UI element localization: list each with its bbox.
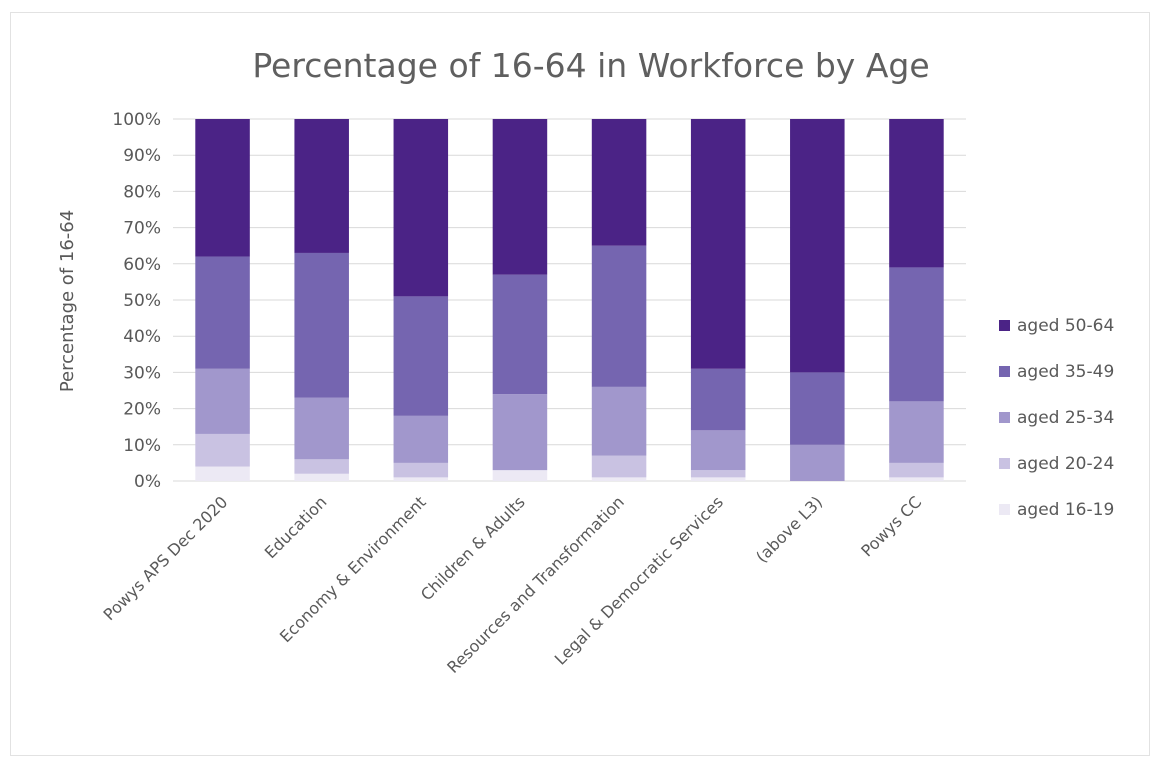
bar-segment [294, 119, 349, 253]
x-category-label: (above L3) [752, 492, 826, 566]
bar-segment [592, 456, 647, 478]
bar-segment [394, 477, 449, 481]
bar-segment [889, 267, 944, 401]
bar-segment [592, 119, 647, 246]
bar-segment [195, 369, 250, 434]
bar-segment [790, 372, 845, 444]
y-tick-label: 60% [123, 255, 161, 275]
bar-segment [294, 398, 349, 460]
bar-segment [691, 430, 746, 470]
bar-segment [691, 119, 746, 369]
x-category-label: Powys CC [857, 492, 925, 560]
legend-label: aged 50-64 [1017, 316, 1114, 336]
x-category-label: Resources and Transformation [443, 492, 628, 677]
stacked-bar-chart: Percentage of 16-64 in Workforce by Age … [11, 13, 1151, 757]
legend-swatch [999, 458, 1010, 469]
bar-segment [592, 246, 647, 387]
y-tick-label: 0% [134, 472, 161, 492]
chart-frame: Percentage of 16-64 in Workforce by Age … [10, 12, 1150, 756]
bar-segment [889, 401, 944, 463]
y-tick-label: 70% [123, 219, 161, 239]
bar-segment [889, 119, 944, 267]
bar-segment [691, 477, 746, 481]
legend-swatch [999, 320, 1010, 331]
bar-segment [790, 119, 845, 372]
legend-swatch [999, 412, 1010, 423]
legend-swatch [999, 366, 1010, 377]
bar-segment [195, 467, 250, 481]
bar-segment [195, 119, 250, 257]
bar-segment [889, 477, 944, 481]
y-tick-label: 90% [123, 146, 161, 166]
bar-segment [493, 470, 548, 481]
x-category-label: Legal & Democratic Services [551, 492, 727, 668]
legend-label: aged 20-24 [1017, 454, 1114, 474]
legend-label: aged 16-19 [1017, 500, 1114, 520]
y-tick-label: 30% [123, 363, 161, 383]
x-category-label: Children & Adults [417, 492, 529, 604]
y-axis-ticks: 0% 10% 20% 30% 40% 50% 60% 70% 80% 90% 100% [112, 110, 161, 492]
bar-segment [691, 470, 746, 477]
y-tick-label: 40% [123, 327, 161, 347]
bar-segment [394, 119, 449, 296]
bar-segment [691, 369, 746, 431]
bar-segment [394, 416, 449, 463]
bar-segment [394, 463, 449, 477]
bar-segment [493, 119, 548, 275]
y-tick-label: 50% [123, 291, 161, 311]
y-tick-label: 20% [123, 400, 161, 420]
x-category-label: Education [261, 492, 331, 562]
bar-segment [294, 459, 349, 473]
y-tick-label: 80% [123, 182, 161, 202]
bar-segment [195, 434, 250, 467]
y-tick-label: 10% [123, 436, 161, 456]
legend: aged 50-64 aged 35-49 aged 25-34 aged 20-24… [999, 316, 1114, 520]
legend-label: aged 25-34 [1017, 408, 1114, 428]
legend-swatch [999, 504, 1010, 515]
bar-segment [493, 394, 548, 470]
x-category-label: Powys APS Dec 2020 [100, 492, 232, 624]
bar-segment [195, 257, 250, 369]
bar-segment [790, 445, 845, 481]
y-axis-label: Percentage of 16-64 [57, 210, 78, 392]
bar-segment [592, 477, 647, 481]
bar-segment [394, 296, 449, 415]
bar-segment [889, 463, 944, 477]
y-tick-label: 100% [112, 110, 161, 130]
bar-segment [294, 253, 349, 398]
bar-segment [493, 275, 548, 394]
chart-title: Percentage of 16-64 in Workforce by Age [252, 46, 929, 85]
legend-label: aged 35-49 [1017, 362, 1114, 382]
gridlines [173, 119, 966, 481]
bar-segment [294, 474, 349, 481]
bar-segment [592, 387, 647, 456]
